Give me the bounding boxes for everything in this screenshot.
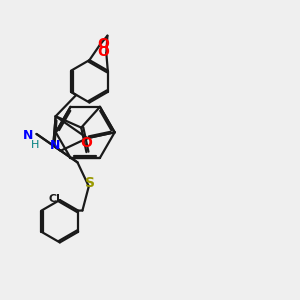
Text: N: N <box>50 139 60 152</box>
Text: O: O <box>80 136 92 150</box>
Text: N: N <box>23 129 34 142</box>
Text: Cl: Cl <box>49 194 60 203</box>
Text: H: H <box>31 140 39 150</box>
Text: S: S <box>85 176 95 190</box>
Text: O: O <box>97 37 109 51</box>
Text: O: O <box>97 45 109 58</box>
